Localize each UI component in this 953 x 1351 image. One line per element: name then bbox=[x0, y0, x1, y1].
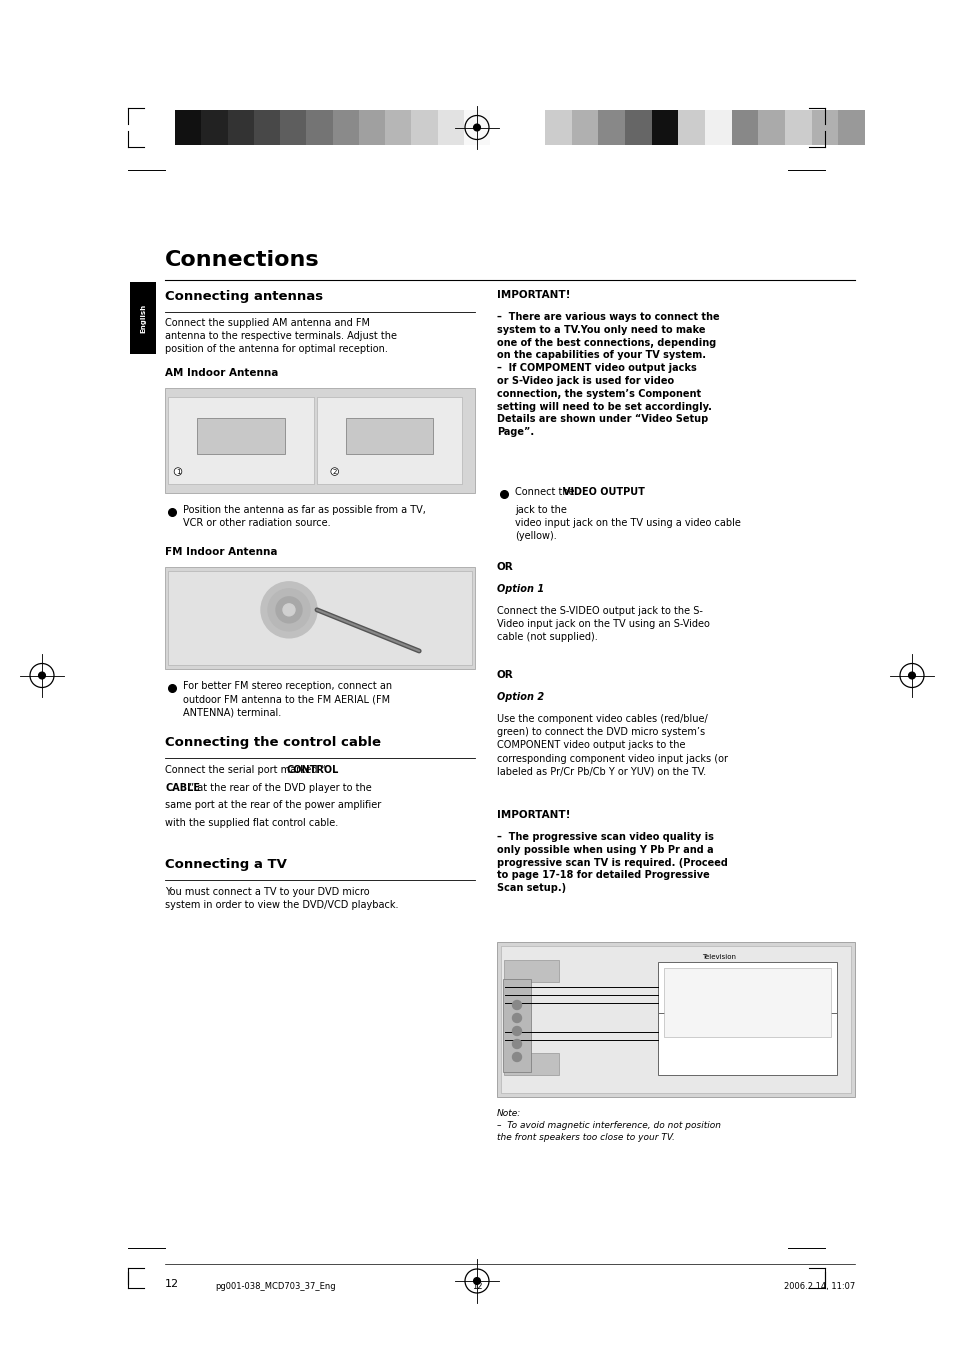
Circle shape bbox=[512, 1039, 521, 1048]
Text: IMPORTANT!: IMPORTANT! bbox=[497, 290, 570, 300]
Bar bbox=[174, 109, 201, 145]
Text: Position the antenna as far as possible from a TV,
VCR or other radiation source: Position the antenna as far as possible … bbox=[183, 505, 425, 528]
Circle shape bbox=[39, 673, 46, 678]
Text: 1: 1 bbox=[175, 469, 180, 474]
Bar bbox=[316, 397, 462, 484]
Circle shape bbox=[275, 597, 302, 623]
Text: 12: 12 bbox=[165, 1279, 179, 1289]
Bar bbox=[130, 282, 156, 354]
Text: Use the component video cables (red/blue/
green) to connect the DVD micro system: Use the component video cables (red/blue… bbox=[497, 713, 727, 777]
Text: 2: 2 bbox=[333, 469, 336, 474]
Bar bbox=[503, 961, 558, 982]
Circle shape bbox=[473, 124, 480, 131]
Text: 2006.2.14, 11:07: 2006.2.14, 11:07 bbox=[783, 1282, 854, 1292]
Bar bbox=[704, 109, 731, 145]
Bar bbox=[333, 109, 358, 145]
Text: VIDEO OUTPUT: VIDEO OUTPUT bbox=[562, 486, 644, 497]
Text: Option 1: Option 1 bbox=[497, 584, 543, 594]
Text: OR: OR bbox=[497, 562, 514, 571]
Bar bbox=[678, 109, 704, 145]
Text: Connections: Connections bbox=[165, 250, 319, 270]
Bar bbox=[571, 109, 598, 145]
Text: –  The progressive scan video quality is
only possible when using Y Pb Pr and a
: – The progressive scan video quality is … bbox=[497, 832, 727, 893]
Text: same port at the rear of the power amplifier: same port at the rear of the power ampli… bbox=[165, 800, 381, 811]
Text: jack to the
video input jack on the TV using a video cable
(yellow).: jack to the video input jack on the TV u… bbox=[515, 504, 740, 540]
Text: FM Indoor Antenna: FM Indoor Antenna bbox=[165, 547, 277, 557]
Text: English: English bbox=[140, 304, 146, 332]
Bar bbox=[227, 109, 253, 145]
Bar bbox=[784, 109, 811, 145]
Circle shape bbox=[283, 604, 294, 616]
Text: pg001-038_MCD703_37_Eng: pg001-038_MCD703_37_Eng bbox=[214, 1282, 335, 1292]
Bar bbox=[811, 109, 838, 145]
Text: Connect the supplied AM antenna and FM
antenna to the respective terminals. Adju: Connect the supplied AM antenna and FM a… bbox=[165, 317, 396, 354]
Text: Connecting antennas: Connecting antennas bbox=[165, 290, 323, 303]
Bar bbox=[658, 1013, 836, 1075]
Bar bbox=[165, 388, 475, 493]
Text: For better FM stereo reception, connect an
outdoor FM antenna to the FM AERIAL (: For better FM stereo reception, connect … bbox=[183, 681, 392, 717]
Bar bbox=[503, 1052, 558, 1075]
Bar bbox=[168, 397, 314, 484]
Text: Connect the: Connect the bbox=[515, 486, 578, 497]
Text: 12: 12 bbox=[471, 1282, 482, 1292]
Bar bbox=[463, 109, 490, 145]
Text: –  There are various ways to connect the
system to a TV.You only need to make
on: – There are various ways to connect the … bbox=[497, 312, 719, 438]
Bar bbox=[437, 109, 463, 145]
Text: Option 2: Option 2 bbox=[517, 1062, 544, 1066]
Bar bbox=[346, 419, 433, 454]
Bar bbox=[758, 109, 784, 145]
Text: AM Indoor Antenna: AM Indoor Antenna bbox=[165, 367, 278, 378]
Bar bbox=[497, 942, 854, 1097]
Circle shape bbox=[261, 582, 316, 638]
Bar bbox=[168, 571, 472, 665]
Text: Connect the serial port marked “: Connect the serial port marked “ bbox=[165, 765, 325, 775]
Bar bbox=[500, 946, 850, 1093]
Bar bbox=[663, 969, 830, 1036]
Circle shape bbox=[907, 673, 914, 678]
Text: OR: OR bbox=[497, 670, 514, 680]
Bar bbox=[598, 109, 624, 145]
Bar bbox=[358, 109, 385, 145]
Bar bbox=[731, 109, 758, 145]
Bar bbox=[838, 109, 864, 145]
Bar bbox=[502, 979, 531, 1071]
Text: You must connect a TV to your DVD micro
system in order to view the DVD/VCD play: You must connect a TV to your DVD micro … bbox=[165, 886, 398, 909]
Bar bbox=[385, 109, 411, 145]
Bar bbox=[658, 962, 836, 1043]
Bar bbox=[624, 109, 651, 145]
Text: Connect the S-VIDEO output jack to the S-
Video input jack on the TV using an S-: Connect the S-VIDEO output jack to the S… bbox=[497, 607, 709, 642]
Text: Television: Television bbox=[701, 954, 735, 961]
Bar bbox=[411, 109, 437, 145]
Bar bbox=[544, 109, 571, 145]
Circle shape bbox=[268, 589, 310, 631]
Text: Connecting a TV: Connecting a TV bbox=[165, 858, 287, 870]
Circle shape bbox=[512, 1013, 521, 1023]
Bar bbox=[197, 419, 284, 454]
Bar bbox=[201, 109, 227, 145]
Circle shape bbox=[512, 1052, 521, 1062]
Text: IMPORTANT!: IMPORTANT! bbox=[497, 811, 570, 820]
Text: CONTROL: CONTROL bbox=[286, 765, 338, 775]
Circle shape bbox=[512, 1027, 521, 1035]
Text: with the supplied flat control cable.: with the supplied flat control cable. bbox=[165, 817, 338, 828]
Text: Option 2: Option 2 bbox=[497, 692, 543, 703]
Bar bbox=[651, 109, 678, 145]
Bar bbox=[165, 567, 475, 669]
Text: ” at the rear of the DVD player to the: ” at the rear of the DVD player to the bbox=[189, 782, 372, 793]
Bar bbox=[253, 109, 280, 145]
Text: Option 1: Option 1 bbox=[517, 969, 544, 974]
Text: CABLE: CABLE bbox=[165, 782, 200, 793]
Bar bbox=[306, 109, 333, 145]
Text: Connecting the control cable: Connecting the control cable bbox=[165, 736, 380, 748]
Circle shape bbox=[512, 1001, 521, 1009]
Bar bbox=[280, 109, 306, 145]
Text: Note:
–  To avoid magnetic interference, do not position
the front speakers too : Note: – To avoid magnetic interference, … bbox=[497, 1109, 720, 1142]
Circle shape bbox=[473, 1278, 480, 1285]
